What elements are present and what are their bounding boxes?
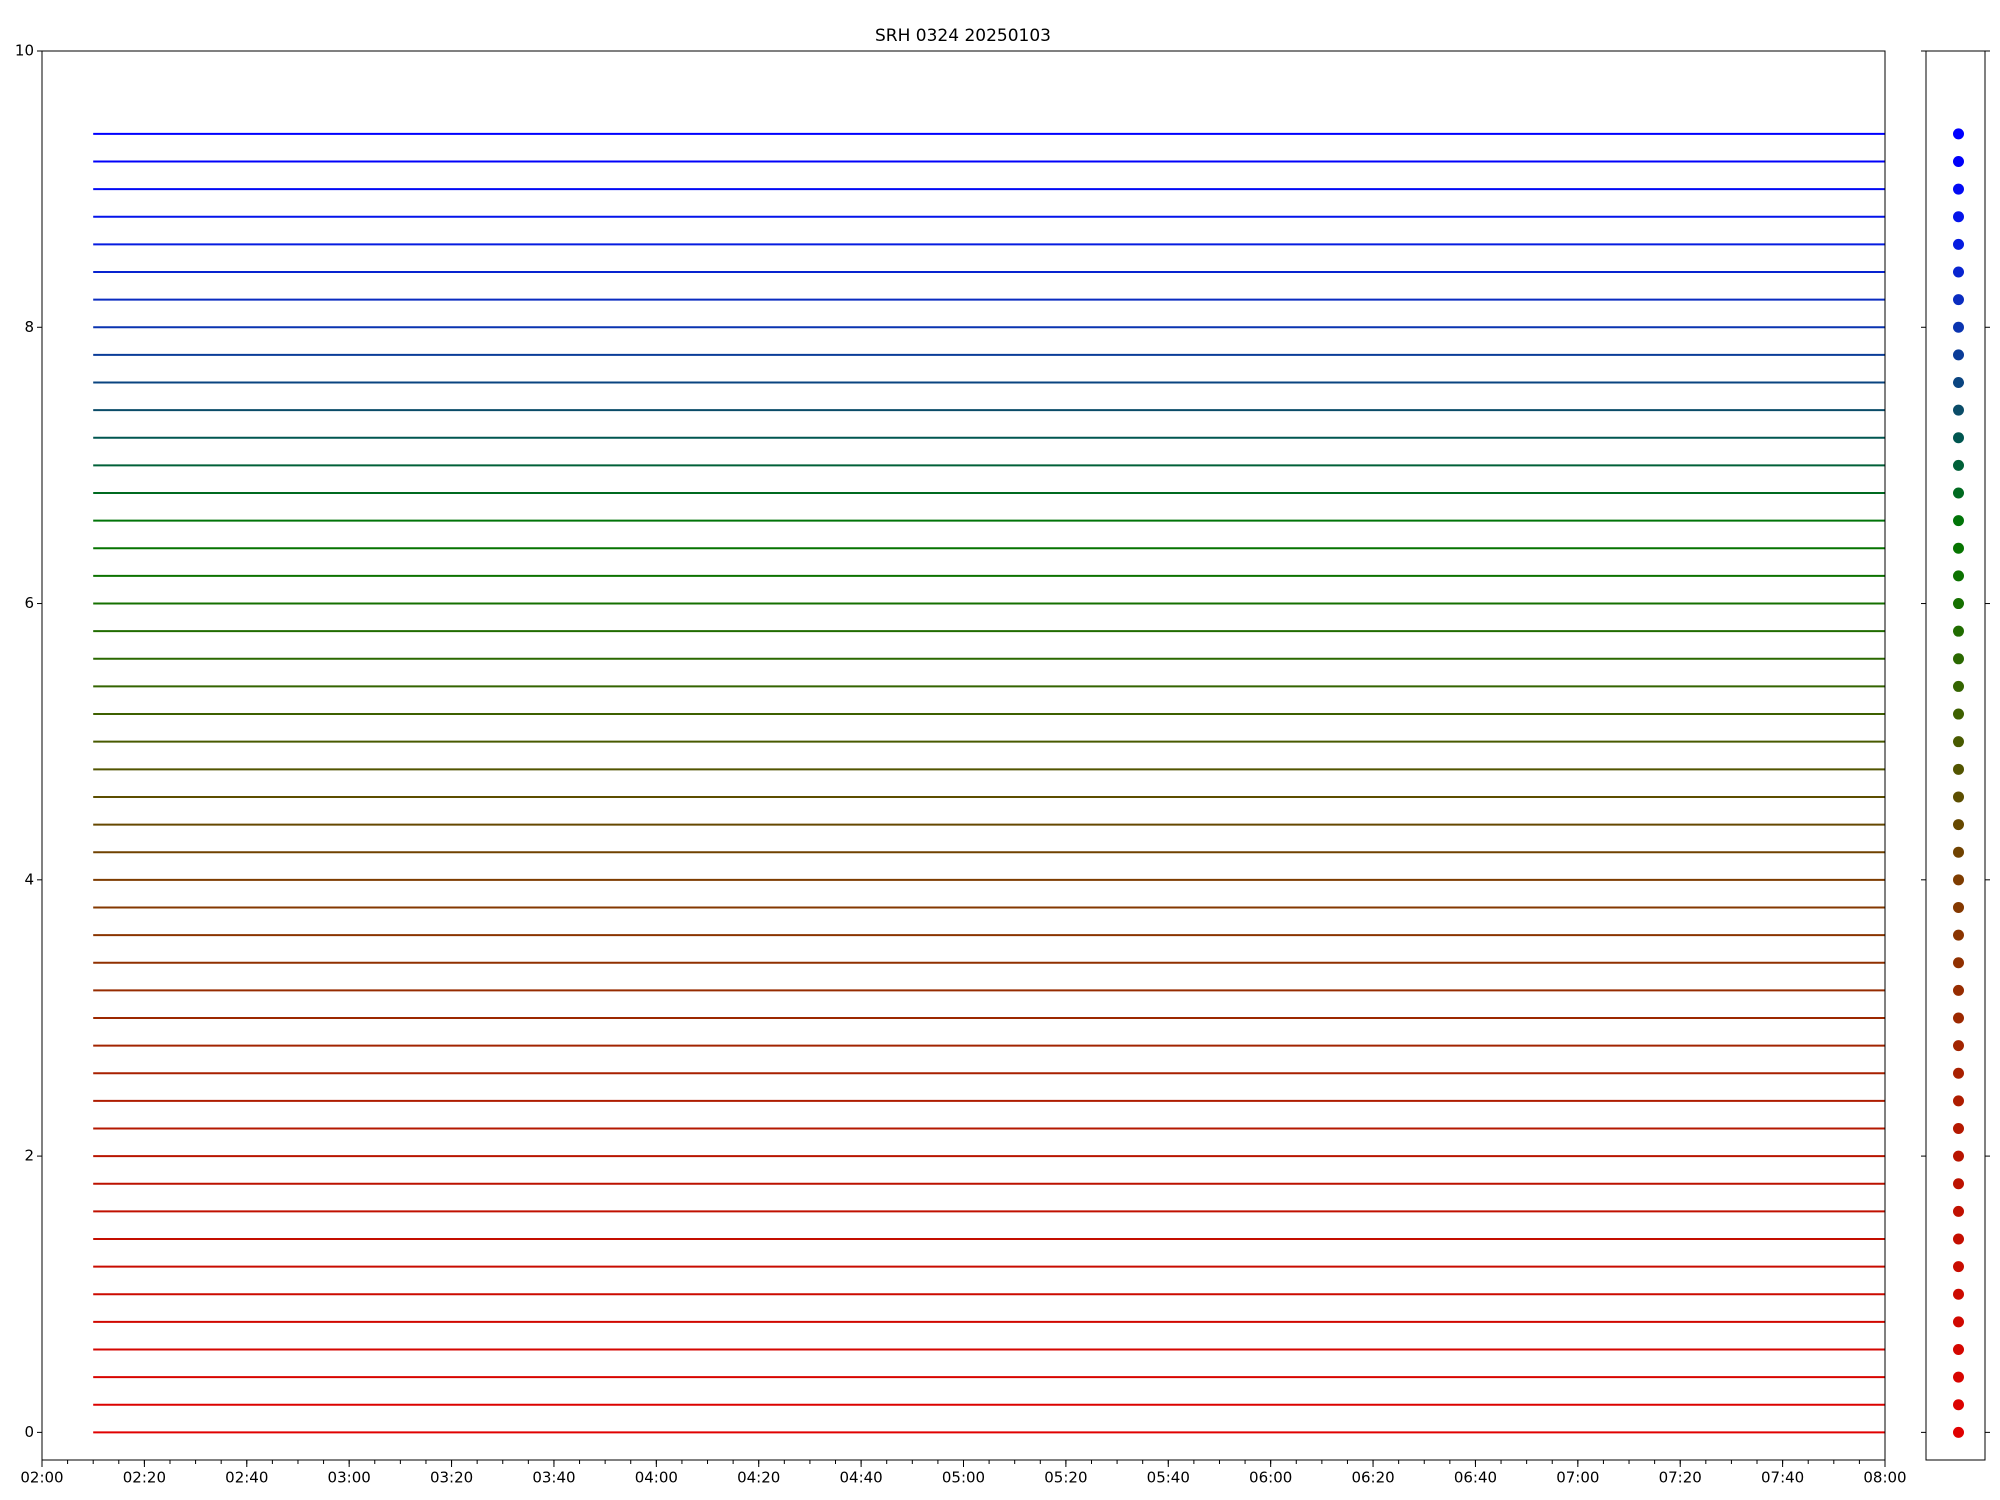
level-dot	[1953, 1233, 1964, 1245]
y-tick-label: 6	[24, 594, 34, 612]
level-dot	[1953, 321, 1964, 333]
level-dot	[1953, 653, 1964, 665]
level-dot	[1953, 266, 1964, 278]
level-dot	[1953, 128, 1964, 140]
x-tick-label: 06:00	[1249, 1469, 1292, 1487]
x-tick-label: 05:00	[942, 1469, 985, 1487]
x-tick-label: 07:20	[1659, 1469, 1702, 1487]
level-dot	[1953, 763, 1964, 775]
x-tick-label: 02:20	[123, 1469, 166, 1487]
x-tick-label: 04:20	[737, 1469, 780, 1487]
x-tick-label: 07:40	[1761, 1469, 1804, 1487]
level-dot	[1953, 515, 1964, 527]
x-tick-label: 03:20	[430, 1469, 473, 1487]
level-dot	[1953, 211, 1964, 223]
x-tick-label: 06:40	[1454, 1469, 1497, 1487]
level-dot	[1953, 929, 1964, 941]
level-dot	[1953, 625, 1964, 637]
level-dot	[1953, 487, 1964, 499]
level-dot	[1953, 156, 1964, 168]
level-dot	[1953, 791, 1964, 803]
x-tick-label: 08:00	[1863, 1469, 1906, 1487]
x-tick-label: 06:20	[1351, 1469, 1394, 1487]
level-dot	[1953, 819, 1964, 831]
level-dot	[1953, 404, 1964, 416]
level-dot	[1953, 708, 1964, 720]
x-tick-label: 05:20	[1044, 1469, 1087, 1487]
level-dot	[1953, 294, 1964, 306]
level-dot	[1953, 1399, 1964, 1411]
level-dot	[1953, 1426, 1964, 1438]
x-tick-label: 03:40	[532, 1469, 575, 1487]
x-tick-label: 04:00	[635, 1469, 678, 1487]
level-dot	[1953, 542, 1964, 554]
level-dot	[1953, 680, 1964, 692]
level-dot	[1953, 377, 1964, 389]
level-dot	[1953, 432, 1964, 444]
level-dot	[1953, 1040, 1964, 1052]
x-tick-label: 03:00	[328, 1469, 371, 1487]
level-dot	[1953, 459, 1964, 471]
level-dot	[1953, 1261, 1964, 1273]
level-dot	[1953, 736, 1964, 748]
y-tick-label: 4	[24, 870, 34, 888]
x-tick-label: 05:40	[1147, 1469, 1190, 1487]
level-dot	[1953, 1067, 1964, 1079]
level-dot	[1953, 598, 1964, 610]
x-tick-label: 07:00	[1556, 1469, 1599, 1487]
level-dot	[1953, 984, 1964, 996]
level-dot	[1953, 901, 1964, 913]
level-dot	[1953, 1288, 1964, 1300]
level-dot	[1953, 570, 1964, 582]
x-tick-label: 04:40	[839, 1469, 882, 1487]
level-dot	[1953, 1095, 1964, 1107]
level-dot	[1953, 183, 1964, 195]
x-tick-label: 02:00	[20, 1469, 63, 1487]
plot-frame	[41, 50, 1886, 1461]
level-dot	[1953, 1150, 1964, 1162]
x-tick-label: 02:40	[225, 1469, 268, 1487]
y-tick-label: 8	[24, 318, 34, 336]
y-tick-label: 10	[15, 42, 34, 60]
level-dot	[1953, 1316, 1964, 1328]
level-dot	[1953, 1371, 1964, 1383]
panel-frame	[1925, 50, 1986, 1461]
level-dot	[1953, 349, 1964, 361]
level-dot	[1953, 1178, 1964, 1190]
level-dot	[1953, 1122, 1964, 1134]
level-dot	[1953, 238, 1964, 250]
level-dot	[1953, 846, 1964, 858]
chart-title: SRH 0324 20250103	[875, 26, 1051, 46]
y-tick-label: 0	[24, 1423, 34, 1441]
level-dot	[1953, 1012, 1964, 1024]
y-tick-label: 2	[24, 1147, 34, 1165]
level-dot	[1953, 1343, 1964, 1355]
level-dot	[1953, 957, 1964, 969]
level-dot	[1953, 1205, 1964, 1217]
level-dot	[1953, 874, 1964, 886]
